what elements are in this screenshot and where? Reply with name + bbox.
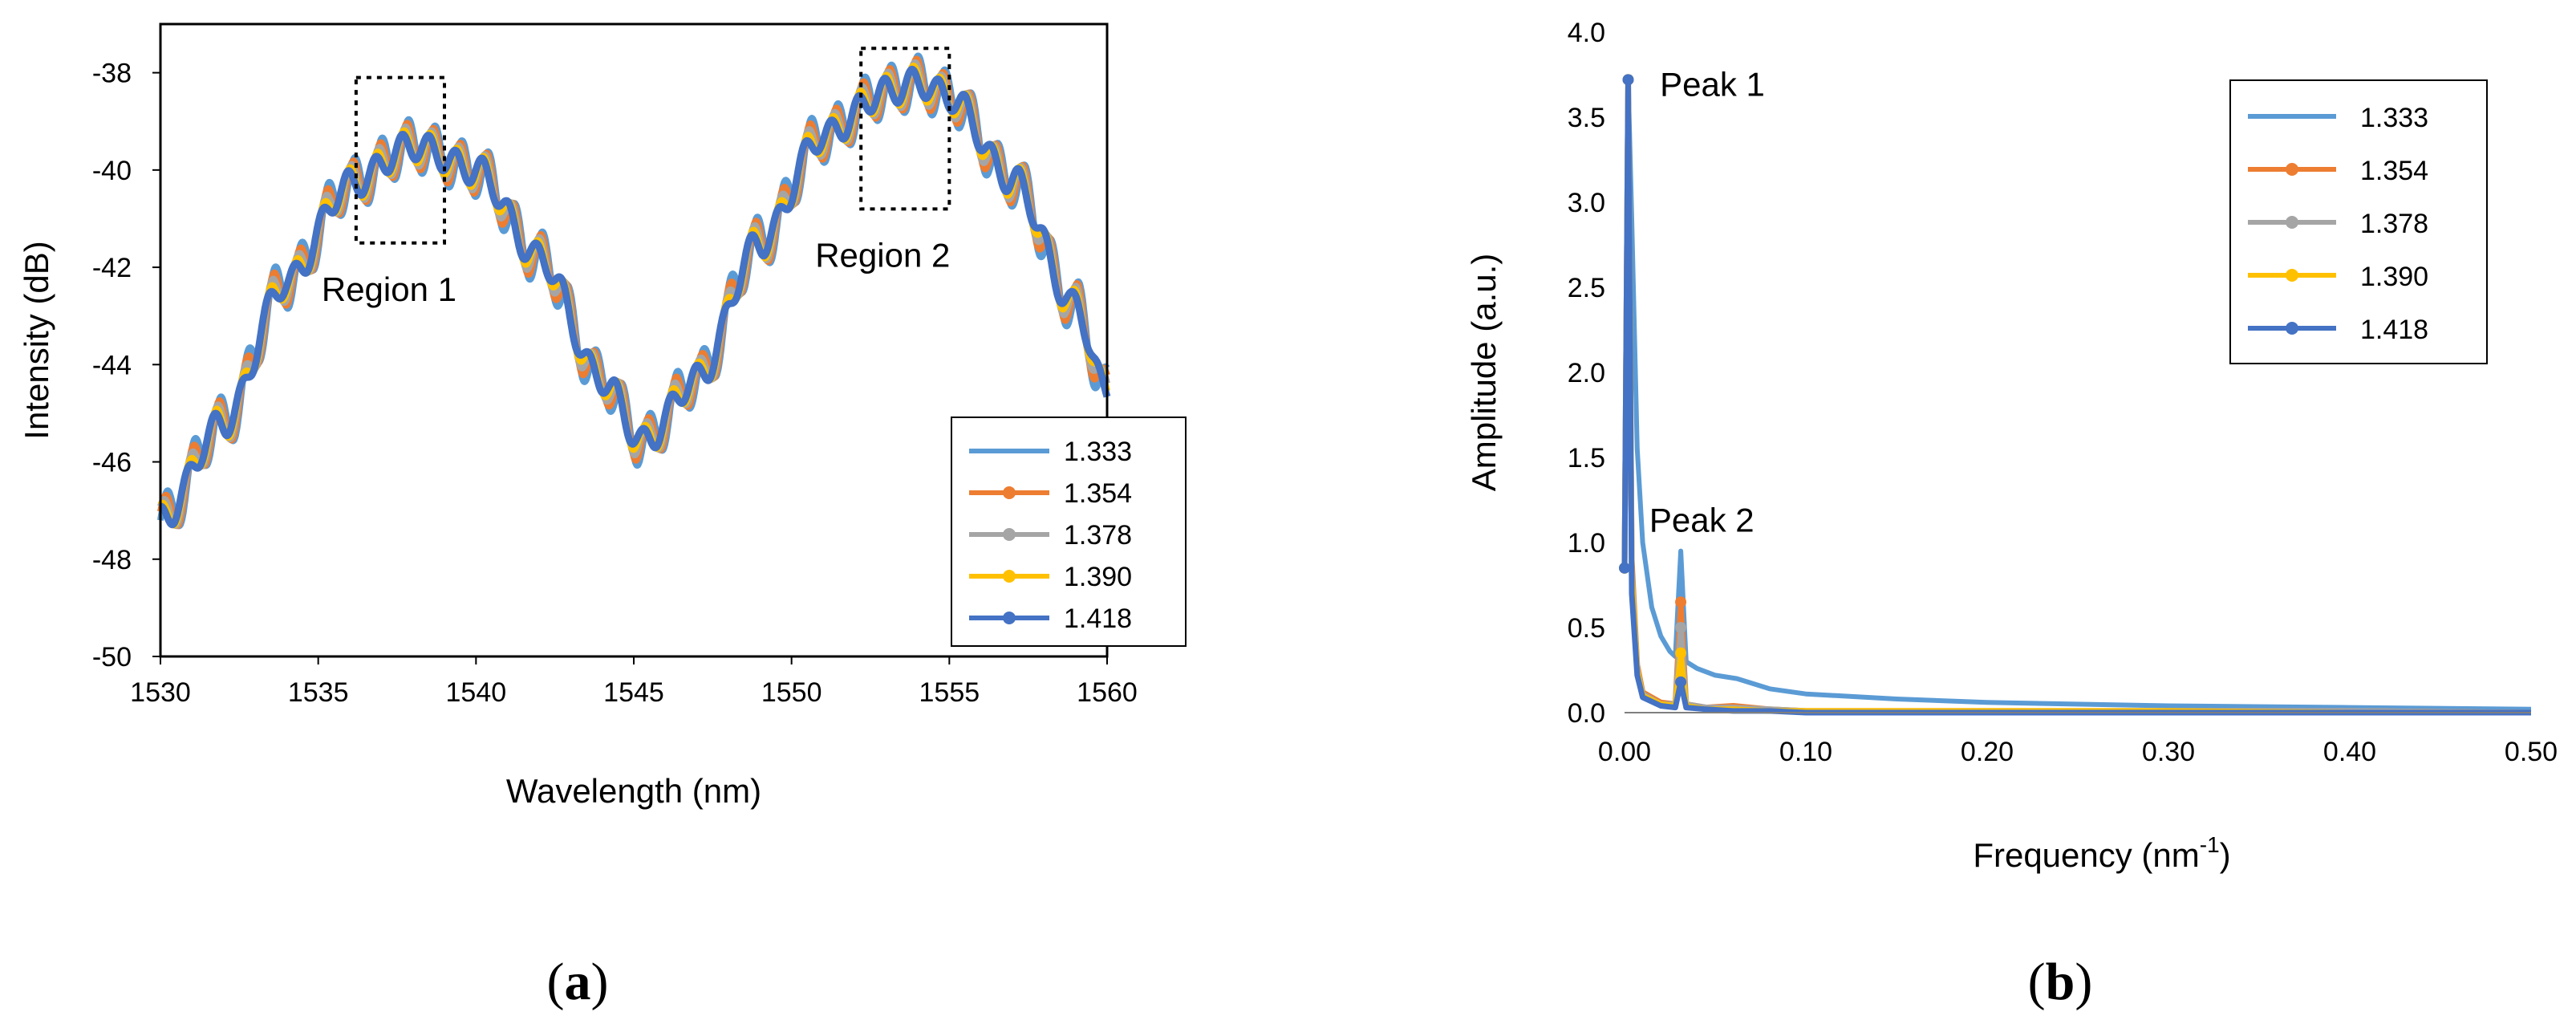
- panel-a-x-tick-label: 1540: [446, 677, 507, 708]
- panel-b-y-tick-label: 2.5: [1568, 273, 1605, 303]
- panel-b-series-marker: [1675, 676, 1687, 688]
- panel-b-caption-open: (: [2028, 953, 2046, 1011]
- panel-b-x-axis-label-tail: ): [2220, 836, 2231, 874]
- panel-a-legend-marker: [1003, 528, 1016, 541]
- panel-a-plot-frame: [159, 22, 1109, 658]
- panel-b-x-tick-label: 0.30: [2142, 737, 2195, 767]
- panel-b-x-tick-label: 0.40: [2323, 737, 2376, 767]
- panel-a-x-axis-label: Wavelength (nm): [506, 772, 761, 810]
- panel-b-chart: 0.00 0.10 0.20 0.30 0.40 0.50 0.0 0.5 1.0 1.5 2.0 2…: [1465, 18, 2558, 1011]
- panel-b-annotations: Peak 1 Peak 2: [1649, 65, 1765, 538]
- panel-b-x-axis-label-sup: -1: [2200, 832, 2220, 857]
- panel-b-series-marker: [1675, 596, 1687, 608]
- panel-b-ticks: 0.00 0.10 0.20 0.30 0.40 0.50 0.0 0.5 1.0 1.5 2.0 2…: [1568, 18, 2558, 767]
- panel-b-y-tick-label: 4.0: [1568, 18, 1605, 48]
- panel-b-series-marker: [1675, 647, 1687, 659]
- panel-a-legend-label: 1.390: [1064, 562, 1132, 592]
- panel-b-x-axis-label-main: Frequency (nm: [1973, 836, 2199, 874]
- panel-b-legend-label: 1.390: [2360, 262, 2428, 292]
- panel-a-legend-label: 1.333: [1064, 437, 1132, 467]
- panel-a-caption-open: (: [547, 953, 565, 1011]
- panel-a-region-label: Region 1: [322, 270, 456, 308]
- panel-b-caption: (b): [2028, 953, 2093, 1011]
- panel-b-caption-close: ): [2075, 953, 2092, 1011]
- panel-b-x-tick-label: 0.20: [1961, 737, 2014, 767]
- panel-a-x-tick-label: 1535: [288, 677, 349, 708]
- panel-a-caption: (a): [547, 953, 609, 1011]
- panel-a-x-tick-label: 1530: [130, 677, 191, 708]
- panel-b-legend-marker: [2286, 322, 2298, 335]
- panel-b-y-tick-label: 0.5: [1568, 613, 1605, 644]
- panel-b-x-tick-label: 0.10: [1779, 737, 1832, 767]
- panel-b-legend-label: 1.354: [2360, 156, 2428, 186]
- panel-a-legend-label: 1.354: [1064, 478, 1132, 509]
- panel-b-legend-label: 1.378: [2360, 209, 2428, 239]
- panel-a-legend-label: 1.378: [1064, 520, 1132, 551]
- panel-b-caption-letter: b: [2046, 953, 2075, 1011]
- panel-b-legend-marker: [2286, 269, 2298, 282]
- panel-b-y-tick-label: 0.0: [1568, 698, 1605, 729]
- panel-b-series-marker: [1622, 74, 1634, 86]
- panel-b-y-tick-label: 3.0: [1568, 188, 1605, 218]
- panel-b-x-tick-label: 0.50: [2505, 737, 2558, 767]
- panel-b-y-tick-label: 3.5: [1568, 103, 1605, 133]
- panel-a-y-axis-label: Intensity (dB): [18, 241, 55, 439]
- panel-a-y-tick-label: -40: [92, 156, 132, 186]
- panel-a-legend-marker: [1003, 486, 1016, 499]
- panel-b-legend-marker: [2286, 163, 2298, 176]
- panel-b-legend: 1.333 1.354 1.378 1.390 1.418: [2229, 79, 2488, 364]
- panel-a-legend-label: 1.418: [1064, 603, 1132, 634]
- panel-a-region-label: Region 2: [815, 236, 950, 274]
- panel-a-x-tick-label: 1550: [761, 677, 822, 708]
- panel-a-caption-close: ): [591, 953, 609, 1011]
- panel-b-annotation-peak-2: Peak 2: [1649, 501, 1755, 538]
- panel-a-regions: Region 1 Region 2: [322, 47, 951, 308]
- panel-a-legend-box: [951, 417, 1187, 647]
- panel-a-x-tick-label: 1545: [603, 677, 664, 708]
- panel-b-y-axis-label: Amplitude (a.u.): [1465, 254, 1503, 491]
- panel-a-legend-marker: [1003, 570, 1016, 583]
- panel-a-legend: 1.333 1.354 1.378 1.390 1.418: [951, 417, 1187, 647]
- panel-a-y-tick-label: -46: [92, 448, 132, 478]
- panel-b-series-marker: [1619, 562, 1630, 574]
- panel-b-y-tick-label: 1.0: [1568, 528, 1605, 559]
- panel-b-legend-label: 1.333: [2360, 103, 2428, 133]
- panel-b-x-axis-label: Frequency (nm-1): [1973, 832, 2230, 874]
- panel-a-region-box: [859, 47, 951, 211]
- panel-a-legend-marker: [1003, 612, 1016, 624]
- panel-b-x-tick-label: 0.00: [1598, 737, 1651, 767]
- panel-a-ticks: 1530 1535 1540 1545 1550 1555 1560 -50 -48 -46 -44…: [92, 59, 1138, 708]
- panel-a-x-tick-label: 1555: [919, 677, 980, 708]
- panel-b-annotation-peak-1: Peak 1: [1660, 65, 1765, 103]
- panel-a-y-tick-label: -44: [92, 350, 132, 380]
- panel-a-caption-letter: a: [565, 953, 591, 1011]
- panel-b-legend-label: 1.418: [2360, 315, 2428, 345]
- panel-a-chart: 1530 1535 1540 1545 1550 1555 1560 -50 -48 -46 -44…: [18, 22, 1187, 1011]
- panel-a-x-tick-label: 1560: [1077, 677, 1138, 708]
- panel-a-y-tick-label: -38: [92, 59, 132, 89]
- panel-a-y-tick-label: -42: [92, 253, 132, 283]
- panel-a-y-tick-label: -48: [92, 545, 132, 575]
- panel-a-region-box: [354, 75, 446, 245]
- panel-b-legend-marker: [2286, 216, 2298, 229]
- panel-a-y-tick-label: -50: [92, 642, 132, 673]
- panel-b-y-tick-label: 1.5: [1568, 443, 1605, 473]
- panel-b-series-marker: [1675, 622, 1687, 633]
- panel-b-y-tick-label: 2.0: [1568, 358, 1605, 388]
